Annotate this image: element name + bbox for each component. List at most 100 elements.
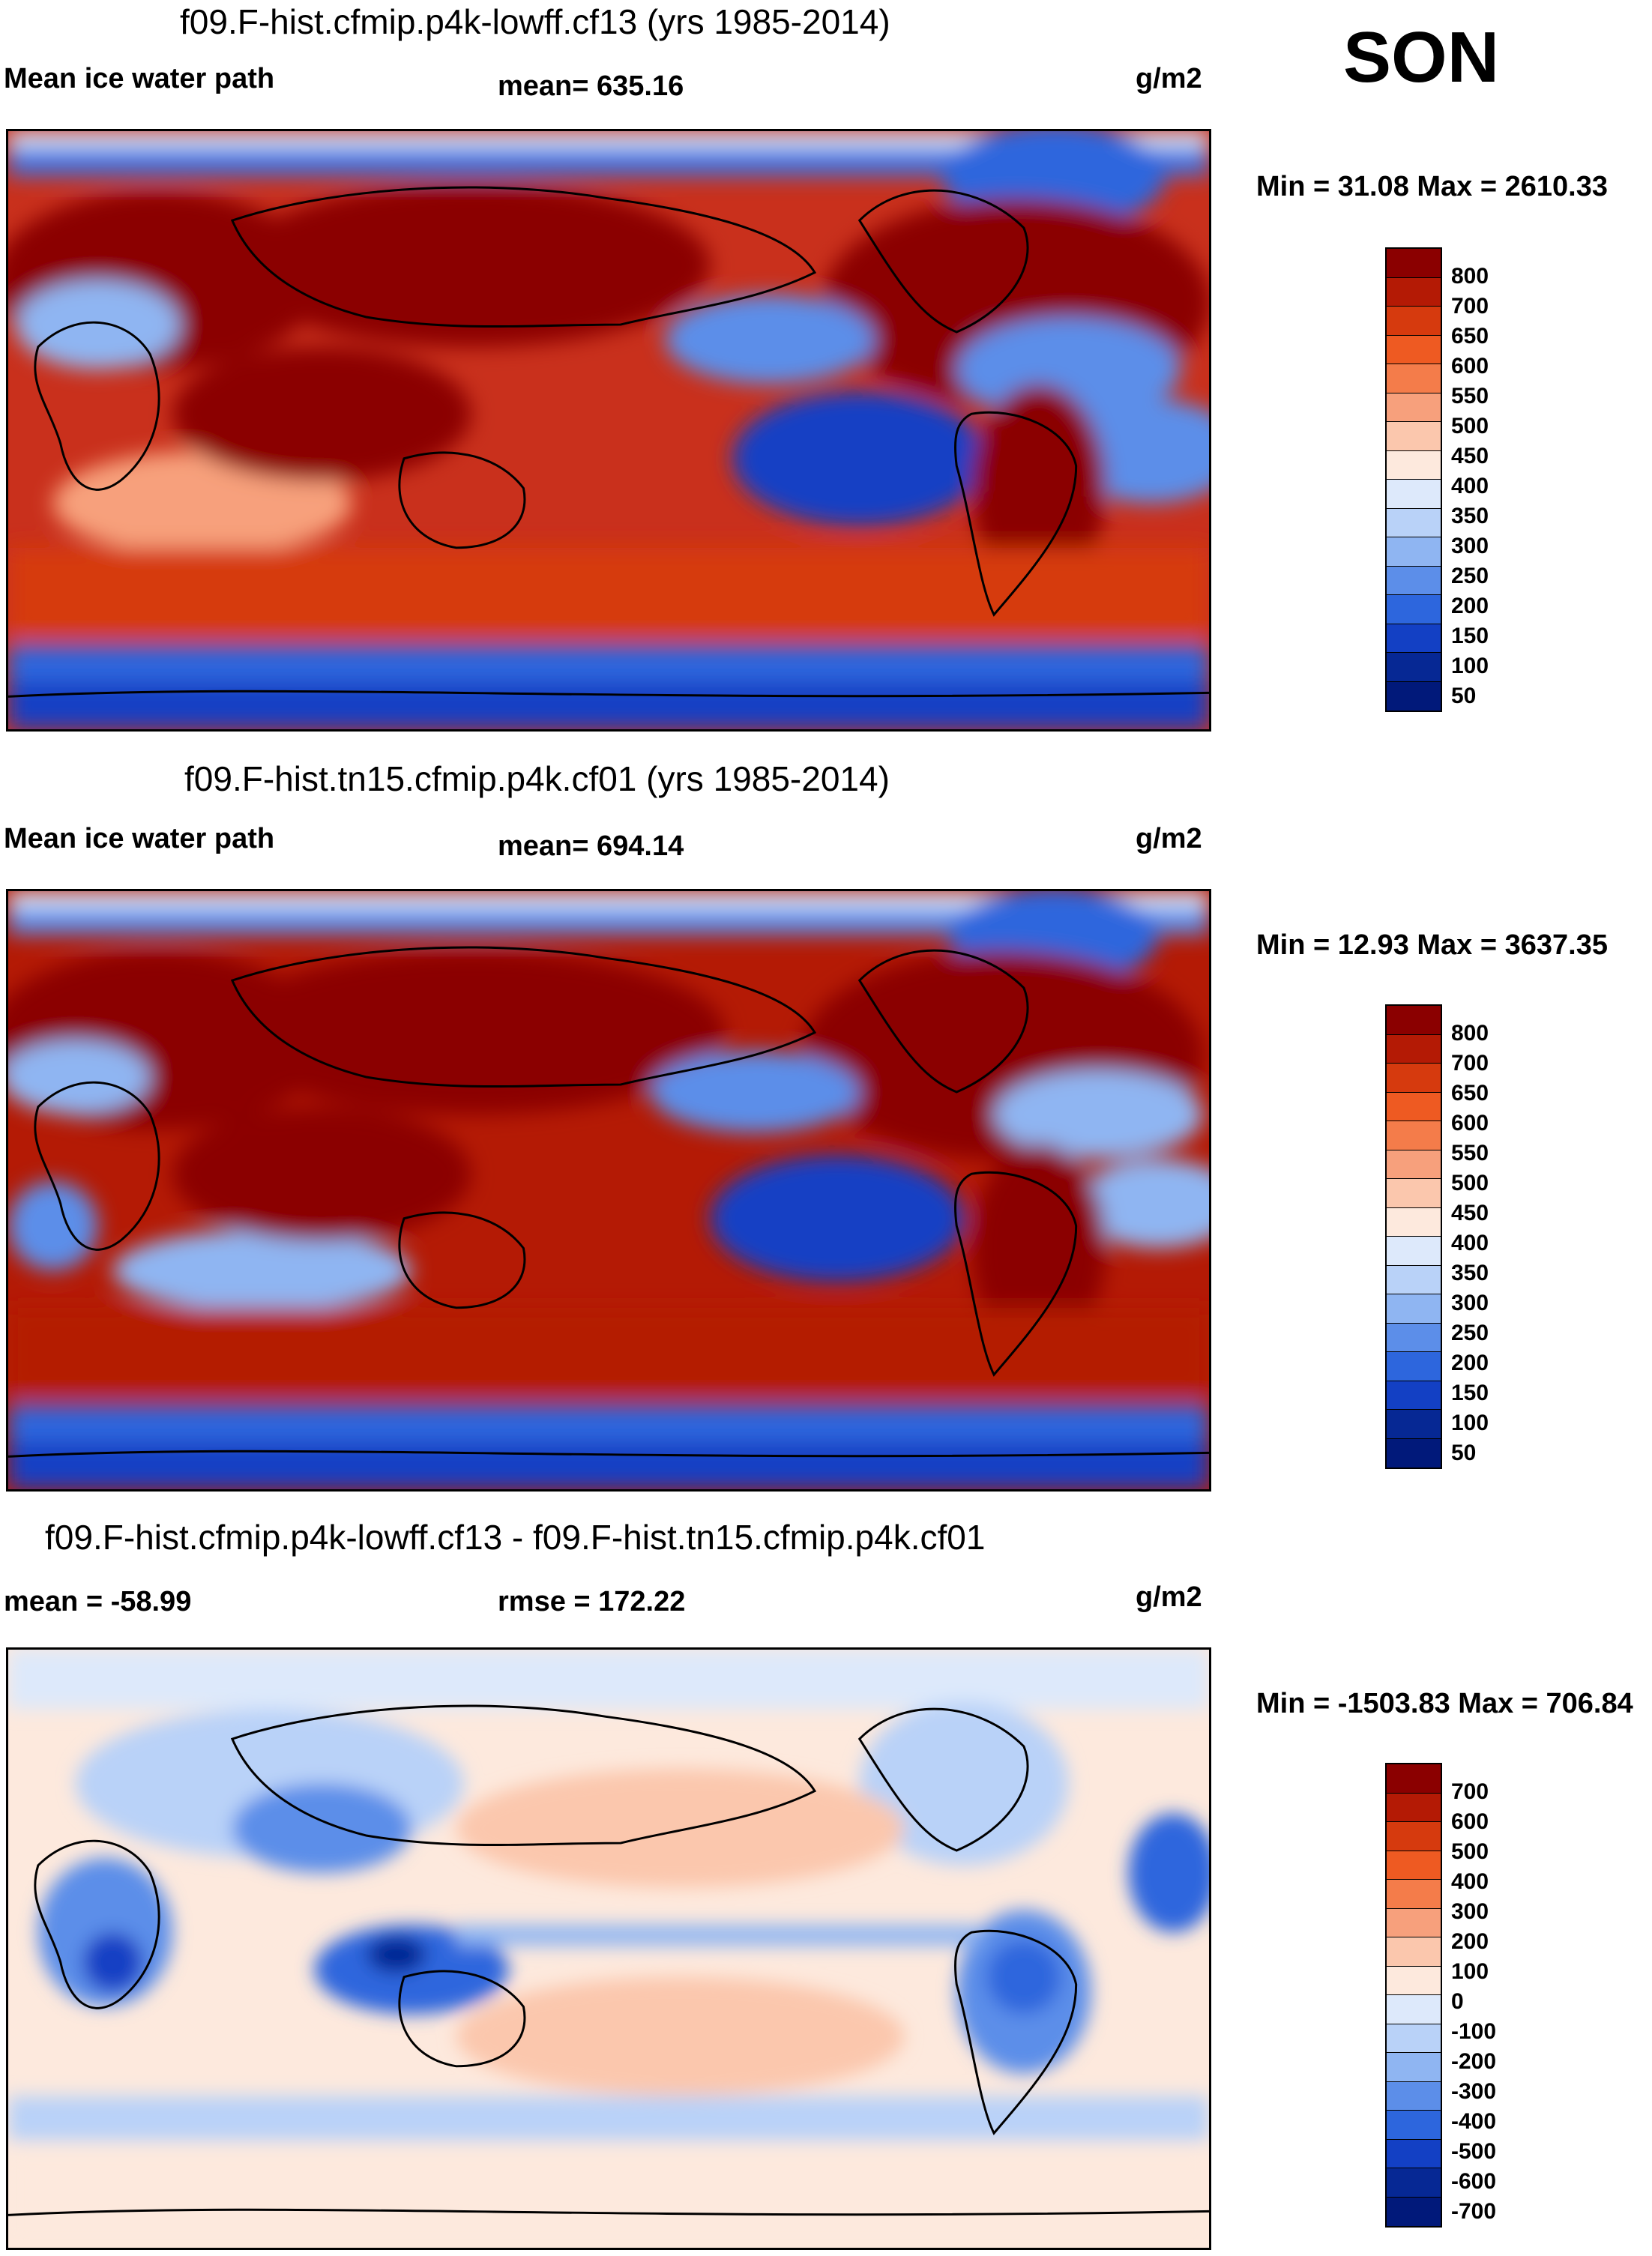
panel2-colorbar xyxy=(1385,1004,1442,1469)
colorbar-swatch xyxy=(1387,1323,1441,1352)
colorbar-swatch xyxy=(1387,2168,1441,2198)
panel1-map xyxy=(6,129,1211,732)
panel2-variable-label: Mean ice water path xyxy=(4,823,275,854)
panel1-tick: 400 xyxy=(1451,474,1489,498)
colorbar-swatch xyxy=(1387,1908,1441,1937)
colorbar-swatch xyxy=(1387,1966,1441,1995)
colorbar-swatch xyxy=(1387,1381,1441,1410)
colorbar-swatch xyxy=(1387,1179,1441,1208)
panel1-tick: 600 xyxy=(1451,354,1489,378)
colorbar-swatch xyxy=(1387,2053,1441,2082)
panel3-tick: 700 xyxy=(1451,1779,1489,1804)
panel2-tick: 550 xyxy=(1451,1141,1489,1165)
panel3-tick: -700 xyxy=(1451,2199,1497,2224)
colorbar-swatch xyxy=(1387,1410,1441,1439)
panel3-tick: -200 xyxy=(1451,2049,1497,2074)
panel1-variable-label: Mean ice water path xyxy=(4,63,275,94)
panel1-tick: 300 xyxy=(1451,534,1489,558)
colorbar-swatch xyxy=(1387,1006,1441,1035)
panel3-tick: -400 xyxy=(1451,2109,1497,2134)
panel3-tick: 400 xyxy=(1451,1869,1489,1894)
panel1-mean-label: mean= 635.16 xyxy=(498,70,684,102)
panel1-minmax-label: Min = 31.08 Max = 2610.33 xyxy=(1256,171,1608,202)
panel3-mean-label: mean = -58.99 xyxy=(4,1586,192,1617)
panel1-tick: 550 xyxy=(1451,384,1489,408)
colorbar-swatch xyxy=(1387,1294,1441,1324)
panel2-tick: 300 xyxy=(1451,1291,1489,1315)
colorbar-swatch xyxy=(1387,595,1441,624)
panel2-tick: 600 xyxy=(1451,1111,1489,1135)
colorbar-swatch xyxy=(1387,1121,1441,1150)
colorbar-swatch xyxy=(1387,1764,1441,1794)
colorbar-swatch xyxy=(1387,1150,1441,1179)
panel3-tick: -100 xyxy=(1451,2019,1497,2044)
colorbar-swatch xyxy=(1387,1822,1441,1851)
panel3-tick: 0 xyxy=(1451,1989,1464,2014)
panel3-tick: 200 xyxy=(1451,1929,1489,1954)
panel3-tick: 300 xyxy=(1451,1899,1489,1924)
panel1-map-svg xyxy=(8,131,1209,729)
colorbar-swatch xyxy=(1387,1995,1441,2024)
colorbar-swatch xyxy=(1387,393,1441,422)
colorbar-swatch xyxy=(1387,1880,1441,1909)
colorbar-swatch xyxy=(1387,508,1441,537)
panel1-tick: 500 xyxy=(1451,414,1489,438)
panel2-tick: 450 xyxy=(1451,1201,1489,1225)
colorbar-swatch xyxy=(1387,2081,1441,2111)
panel2-title: f09.F-hist.tn15.cfmip.p4k.cf01 (yrs 1985… xyxy=(184,759,890,798)
panel3-tick: -300 xyxy=(1451,2079,1497,2104)
colorbar-swatch xyxy=(1387,1352,1441,1381)
colorbar-swatch xyxy=(1387,566,1441,595)
panel1-tick: 200 xyxy=(1451,594,1489,618)
colorbar-swatch xyxy=(1387,249,1441,278)
panel2-tick: 250 xyxy=(1451,1321,1489,1345)
panel3-colorbar xyxy=(1385,1763,1442,2228)
panel1-tick: 800 xyxy=(1451,264,1489,289)
colorbar-swatch xyxy=(1387,1064,1441,1093)
panel2-tick: 100 xyxy=(1451,1411,1489,1435)
colorbar-swatch xyxy=(1387,2197,1441,2226)
panel1-tick: 50 xyxy=(1451,684,1477,708)
colorbar-swatch xyxy=(1387,2139,1441,2168)
panel2-tick: 350 xyxy=(1451,1261,1489,1285)
panel2-tick: 400 xyxy=(1451,1231,1489,1255)
colorbar-swatch xyxy=(1387,364,1441,393)
colorbar-swatch xyxy=(1387,1793,1441,1822)
colorbar-swatch xyxy=(1387,1092,1441,1121)
panel3-title: f09.F-hist.cfmip.p4k-lowff.cf13 - f09.F-… xyxy=(45,1518,986,1557)
colorbar-swatch xyxy=(1387,653,1441,682)
panel3-tick: -500 xyxy=(1451,2139,1497,2164)
panel2-tick: 800 xyxy=(1451,1021,1489,1046)
panel2-mean-label: mean= 694.14 xyxy=(498,830,684,862)
colorbar-swatch xyxy=(1387,450,1441,480)
panel1-tick: 700 xyxy=(1451,294,1489,319)
colorbar-swatch xyxy=(1387,277,1441,307)
colorbar-swatch xyxy=(1387,1207,1441,1237)
colorbar-swatch xyxy=(1387,1265,1441,1294)
panel2-map xyxy=(6,889,1211,1492)
panel3-rmse-label: rmse = 172.22 xyxy=(498,1586,686,1617)
panel2-minmax-label: Min = 12.93 Max = 3637.35 xyxy=(1256,929,1608,961)
panel2-tick: 50 xyxy=(1451,1441,1477,1465)
panel1-units-label: g/m2 xyxy=(1136,63,1202,94)
colorbar-swatch xyxy=(1387,422,1441,451)
colorbar-swatch xyxy=(1387,1937,1441,1967)
panel1-tick: 100 xyxy=(1451,654,1489,678)
panel3-tick: 100 xyxy=(1451,1959,1489,1984)
panel3-tick: 500 xyxy=(1451,1839,1489,1864)
panel2-tick: 700 xyxy=(1451,1051,1489,1076)
colorbar-swatch xyxy=(1387,335,1441,364)
colorbar-swatch xyxy=(1387,1237,1441,1266)
colorbar-swatch xyxy=(1387,537,1441,567)
panel2-tick: 150 xyxy=(1451,1381,1489,1405)
panel3-tick: 600 xyxy=(1451,1809,1489,1834)
panel1-tick: 450 xyxy=(1451,444,1489,468)
panel3-minmax-label: Min = -1503.83 Max = 706.84 xyxy=(1256,1688,1633,1719)
panel1-tick: 150 xyxy=(1451,624,1489,648)
panel2-units-label: g/m2 xyxy=(1136,823,1202,854)
colorbar-swatch xyxy=(1387,480,1441,509)
panel1-title: f09.F-hist.cfmip.p4k-lowff.cf13 (yrs 198… xyxy=(180,2,890,41)
colorbar-swatch xyxy=(1387,2024,1441,2053)
colorbar-swatch xyxy=(1387,1438,1441,1468)
colorbar-swatch xyxy=(1387,1851,1441,1880)
